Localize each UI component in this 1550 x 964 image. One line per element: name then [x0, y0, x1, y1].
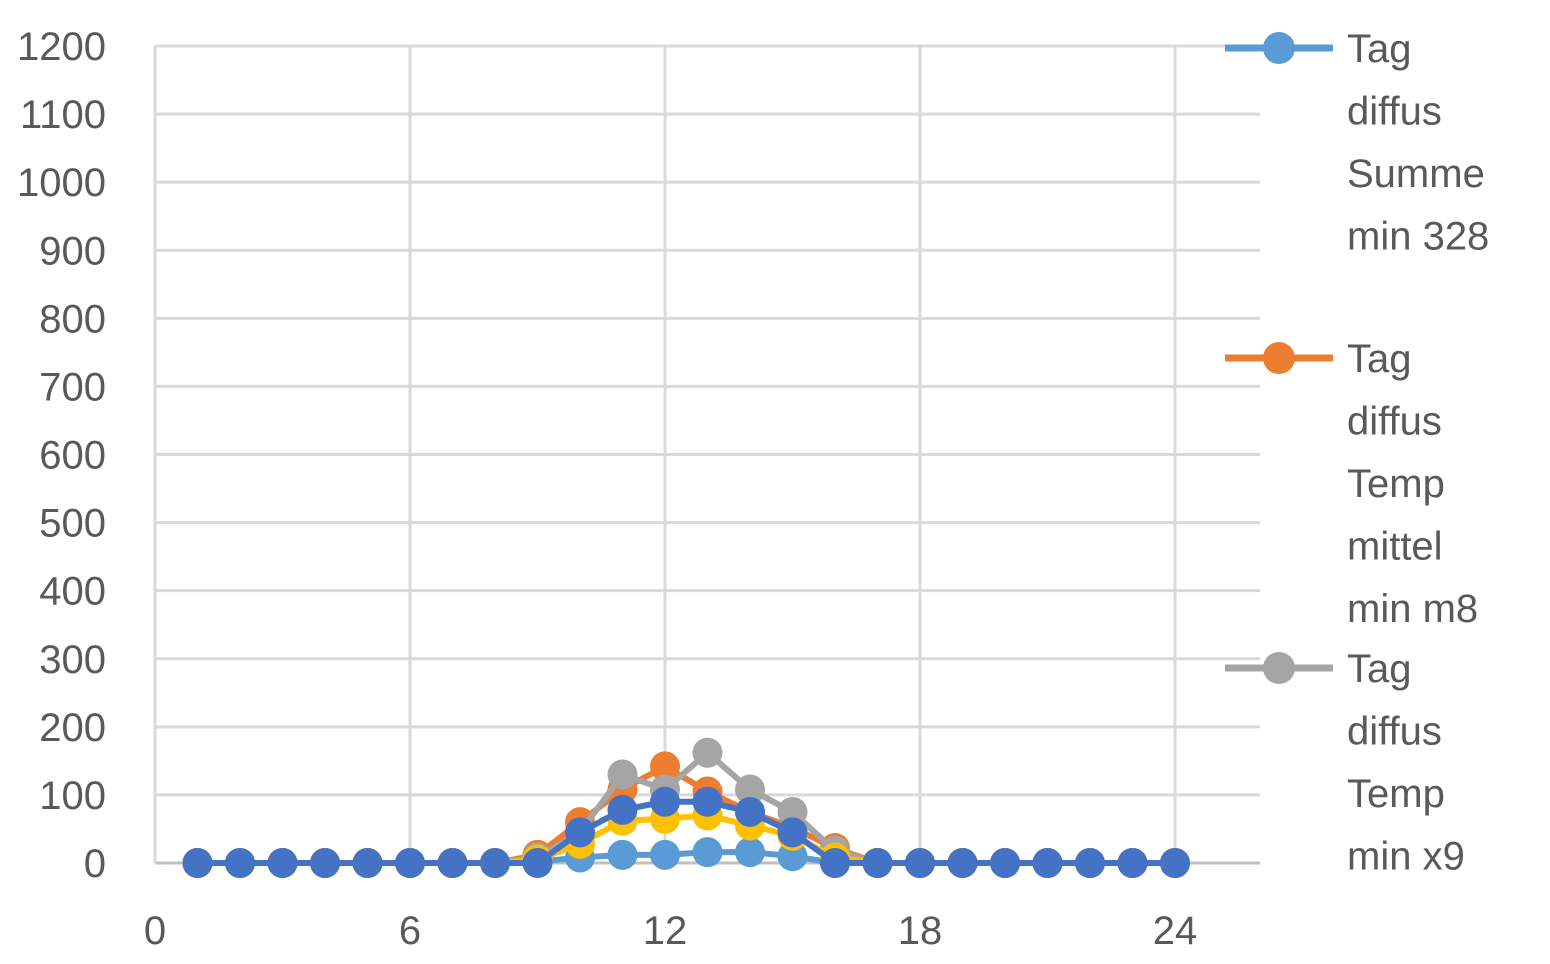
- series-5: [182, 786, 1190, 878]
- data-point: [480, 848, 510, 878]
- x-tick-label: 0: [144, 909, 166, 953]
- legend-label-line: Tag: [1347, 337, 1412, 381]
- legend-label-line: Temp: [1347, 772, 1445, 816]
- legend-entry-2: Tag diffus Temp mittel min m8: [1225, 337, 1478, 631]
- data-point: [692, 837, 723, 868]
- x-axis-ticks: 0 6 12 18 24: [144, 909, 1197, 953]
- data-point: [565, 817, 595, 848]
- legend-marker: [1263, 652, 1295, 684]
- y-tick-label: 700: [39, 365, 106, 409]
- y-tick-label: 600: [39, 434, 106, 478]
- data-point: [1032, 848, 1063, 878]
- data-point: [735, 774, 765, 805]
- data-point: [947, 848, 978, 878]
- legend-label: Tag diffus Temp min x9: [1347, 647, 1465, 879]
- y-axis-ticks: 0 100 200 300 400 500 600 700 800 900 1000 1100 1200: [17, 25, 106, 886]
- legend-label-line: min 328: [1347, 215, 1489, 259]
- legend-label-line: min x9: [1347, 835, 1465, 879]
- y-tick-label: 1200: [17, 25, 106, 69]
- y-tick-label: 800: [39, 297, 106, 341]
- y-tick-label: 900: [39, 229, 106, 273]
- legend-label-line: Tag: [1347, 27, 1412, 71]
- legend-label-line: Temp: [1347, 462, 1445, 506]
- x-tick-label: 12: [643, 909, 688, 953]
- legend-label-line: diffus: [1347, 710, 1442, 754]
- legend-label-line: mittel: [1347, 525, 1443, 569]
- x-tick-label: 18: [898, 909, 943, 953]
- data-point: [905, 848, 935, 878]
- legend-marker: [1263, 342, 1295, 374]
- x-tick-label: 24: [1153, 909, 1198, 953]
- legend-label-line: diffus: [1347, 90, 1442, 134]
- y-tick-label: 400: [39, 570, 106, 614]
- grid-lines: [153, 44, 1260, 865]
- data-point: [650, 839, 680, 870]
- y-tick-label: 200: [39, 706, 106, 750]
- legend-entry-1: Tag diffus Summe min 328: [1225, 27, 1489, 259]
- data-point: [650, 751, 680, 782]
- data-point: [735, 837, 765, 868]
- data-point: [862, 848, 893, 878]
- data-point: [990, 848, 1020, 878]
- data-point: [650, 786, 680, 817]
- legend-marker: [1263, 32, 1295, 64]
- data-point: [395, 848, 425, 878]
- legend: Tag diffus Summe min 328 Tag diffus Temp mittel…: [1225, 27, 1489, 879]
- legend-label-line: diffus: [1347, 400, 1442, 444]
- data-point: [607, 794, 638, 825]
- data-point: [735, 796, 765, 827]
- y-tick-label: 1000: [17, 161, 106, 205]
- y-tick-label: 500: [39, 502, 106, 546]
- y-tick-label: 1100: [20, 93, 106, 137]
- legend-label-line: Summe: [1347, 152, 1485, 196]
- data-point: [1117, 848, 1148, 878]
- data-point: [692, 737, 723, 768]
- legend-entry-3: Tag diffus Temp min x9: [1225, 647, 1465, 879]
- data-point: [692, 786, 723, 817]
- x-tick-label: 6: [399, 909, 421, 953]
- data-point: [310, 848, 340, 878]
- data-point: [607, 759, 638, 790]
- data-point: [607, 839, 638, 870]
- y-tick-label: 0: [84, 842, 106, 886]
- legend-label-line: Tag: [1347, 647, 1412, 691]
- legend-label: Tag diffus Temp mittel min m8: [1347, 337, 1478, 631]
- data-point: [777, 817, 808, 848]
- series-group: [182, 737, 1190, 878]
- data-point: [1075, 848, 1105, 878]
- data-point: [267, 848, 298, 878]
- data-point: [352, 848, 383, 878]
- data-point: [522, 848, 553, 878]
- y-tick-label: 100: [39, 774, 106, 818]
- legend-label-line: min m8: [1347, 587, 1478, 631]
- legend-label: Tag diffus Summe min 328: [1347, 27, 1489, 259]
- data-point: [1160, 848, 1190, 878]
- y-tick-label: 300: [39, 638, 106, 682]
- series-line: [197, 749, 1175, 866]
- data-point: [820, 848, 850, 878]
- data-point: [437, 848, 468, 878]
- data-point: [225, 848, 255, 878]
- data-point: [182, 848, 213, 878]
